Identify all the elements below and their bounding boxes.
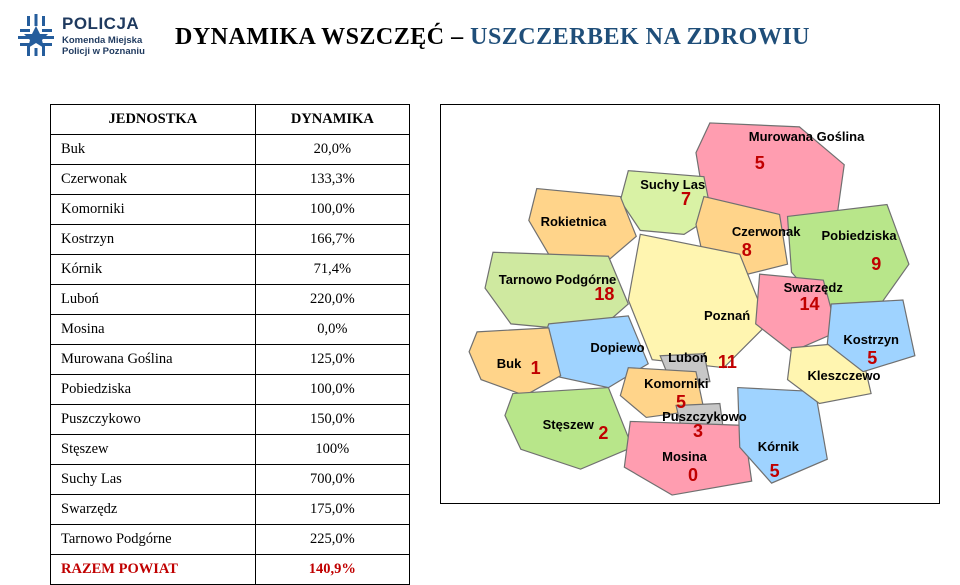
cell-value: 100,0% <box>255 195 409 225</box>
data-table-wrap: JEDNOSTKA DYNAMIKA Buk20,0%Czerwonak133,… <box>50 104 410 558</box>
table-row: Suchy Las700,0% <box>51 465 410 495</box>
table-row: Czerwonak133,3% <box>51 165 410 195</box>
table-row: Swarzędz175,0% <box>51 495 410 525</box>
cell-value: 175,0% <box>255 495 409 525</box>
cell-name: Kostrzyn <box>51 225 256 255</box>
total-name: RAZEM POWIAT <box>51 555 256 585</box>
cell-name: Murowana Goślina <box>51 345 256 375</box>
cell-value: 0,0% <box>255 315 409 345</box>
cell-name: Swarzędz <box>51 495 256 525</box>
cell-value: 71,4% <box>255 255 409 285</box>
table-row: Mosina0,0% <box>51 315 410 345</box>
table-row: Komorniki100,0% <box>51 195 410 225</box>
table-row: Kórnik71,4% <box>51 255 410 285</box>
cell-name: Tarnowo Podgórne <box>51 525 256 555</box>
table-row: Puszczykowo150,0% <box>51 405 410 435</box>
cell-name: Puszczykowo <box>51 405 256 435</box>
cell-value: 125,0% <box>255 345 409 375</box>
cell-name: Czerwonak <box>51 165 256 195</box>
col-header-dynamika: DYNAMIKA <box>255 105 409 135</box>
table-row: Luboń220,0% <box>51 285 410 315</box>
map-region <box>624 421 751 495</box>
cell-value: 220,0% <box>255 285 409 315</box>
table-row: Pobiedziska100,0% <box>51 375 410 405</box>
map-region <box>469 328 561 396</box>
cell-value: 225,0% <box>255 525 409 555</box>
logo-line1: POLICJA <box>62 14 145 34</box>
cell-name: Pobiedziska <box>51 375 256 405</box>
cell-name: Buk <box>51 135 256 165</box>
cell-value: 20,0% <box>255 135 409 165</box>
table-row: Stęszew100% <box>51 435 410 465</box>
cell-name: Stęszew <box>51 435 256 465</box>
logo-text: POLICJA Komenda Miejska Policji w Poznan… <box>62 14 145 57</box>
table-row: Buk20,0% <box>51 135 410 165</box>
col-header-jednostka: JEDNOSTKA <box>51 105 256 135</box>
cell-value: 166,7% <box>255 225 409 255</box>
logo-line3: Policji w Poznaniu <box>62 46 145 57</box>
title-part1: DYNAMIKA WSZCZĘĆ – <box>175 24 470 50</box>
cell-value: 150,0% <box>255 405 409 435</box>
content-area: JEDNOSTKA DYNAMIKA Buk20,0%Czerwonak133,… <box>50 104 940 558</box>
map-region <box>505 388 632 470</box>
cell-value: 133,3% <box>255 165 409 195</box>
map-region <box>756 274 838 352</box>
data-table: JEDNOSTKA DYNAMIKA Buk20,0%Czerwonak133,… <box>50 104 410 585</box>
total-value: 140,9% <box>255 555 409 585</box>
map-region <box>529 189 636 261</box>
table-row: Kostrzyn166,7% <box>51 225 410 255</box>
cell-name: Suchy Las <box>51 465 256 495</box>
map-panel: Murowana Goślina5Suchy Las7Czerwonak8Pob… <box>440 104 940 504</box>
page-title: DYNAMIKA WSZCZĘĆ – USZCZERBEK NA ZDROWIU <box>175 24 810 51</box>
cell-name: Mosina <box>51 315 256 345</box>
map-region <box>738 388 828 484</box>
table-total-row: RAZEM POWIAT140,9% <box>51 555 410 585</box>
table-header-row: JEDNOSTKA DYNAMIKA <box>51 105 410 135</box>
cell-name: Kórnik <box>51 255 256 285</box>
logo-line2: Komenda Miejska <box>62 35 145 46</box>
cell-name: Luboń <box>51 285 256 315</box>
cell-value: 100% <box>255 435 409 465</box>
map-svg <box>441 105 939 503</box>
cell-name: Komorniki <box>51 195 256 225</box>
title-part2: USZCZERBEK NA ZDROWIU <box>470 24 810 50</box>
cell-value: 700,0% <box>255 465 409 495</box>
police-star-icon <box>18 14 54 56</box>
table-row: Tarnowo Podgórne225,0% <box>51 525 410 555</box>
logo-block: POLICJA Komenda Miejska Policji w Poznan… <box>18 14 145 57</box>
cell-value: 100,0% <box>255 375 409 405</box>
table-row: Murowana Goślina125,0% <box>51 345 410 375</box>
